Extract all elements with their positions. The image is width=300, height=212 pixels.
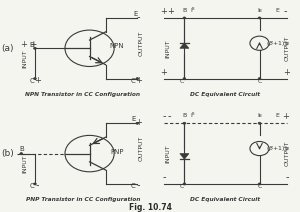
Text: E: E <box>133 11 137 17</box>
Circle shape <box>34 78 36 80</box>
Text: E: E <box>275 8 279 13</box>
Text: C: C <box>30 78 34 84</box>
Text: Iᴮ: Iᴮ <box>190 113 195 118</box>
Text: C: C <box>131 78 136 84</box>
Text: (a): (a) <box>2 44 14 53</box>
Text: OUTPUT: OUTPUT <box>139 136 144 161</box>
Text: -: - <box>168 111 171 121</box>
Text: PNP Transistor in CC Configuration: PNP Transistor in CC Configuration <box>26 197 140 202</box>
Text: INPUT: INPUT <box>23 49 28 68</box>
Text: E: E <box>275 113 279 118</box>
Text: -: - <box>162 172 166 182</box>
Text: +: + <box>160 68 167 77</box>
Text: Fig. 10.74: Fig. 10.74 <box>129 203 171 212</box>
Text: B: B <box>182 113 187 118</box>
Text: -: - <box>36 180 39 190</box>
Text: DC Equivalent Circuit: DC Equivalent Circuit <box>190 197 260 202</box>
Text: -: - <box>162 111 166 121</box>
Text: DC Equivalent Circuit: DC Equivalent Circuit <box>190 92 260 97</box>
Polygon shape <box>180 43 189 48</box>
Text: B: B <box>182 8 187 13</box>
Circle shape <box>258 183 261 185</box>
Polygon shape <box>180 154 189 159</box>
Circle shape <box>136 122 139 124</box>
Text: -: - <box>284 6 287 16</box>
Text: +: + <box>135 118 142 127</box>
Text: C: C <box>257 184 262 189</box>
Text: Iᴇ: Iᴇ <box>257 113 262 118</box>
Text: C: C <box>179 184 184 189</box>
Text: B: B <box>30 42 34 48</box>
Circle shape <box>183 122 186 124</box>
Text: Iᴮ: Iᴮ <box>190 8 195 13</box>
Circle shape <box>20 153 22 155</box>
Text: OUTPUT: OUTPUT <box>284 36 289 61</box>
Text: OUTPUT: OUTPUT <box>284 141 289 166</box>
Text: Iᴇ: Iᴇ <box>257 8 262 13</box>
Text: INPUT: INPUT <box>23 154 28 173</box>
Circle shape <box>136 78 139 80</box>
Circle shape <box>258 17 261 19</box>
Circle shape <box>183 78 186 80</box>
Text: C: C <box>131 183 136 189</box>
Text: INPUT: INPUT <box>166 144 170 163</box>
Text: (b): (b) <box>1 149 14 158</box>
Text: INPUT: INPUT <box>166 39 170 58</box>
Circle shape <box>183 17 186 19</box>
Text: -: - <box>136 12 140 22</box>
Text: OUTPUT: OUTPUT <box>139 31 144 56</box>
Circle shape <box>34 183 36 185</box>
Text: NPN: NPN <box>110 43 124 49</box>
Text: + +: + + <box>21 40 37 49</box>
Text: B: B <box>19 146 24 152</box>
Text: +: + <box>135 76 142 85</box>
Text: ($\beta$+1)I$_B$: ($\beta$+1)I$_B$ <box>266 39 291 48</box>
Text: +: + <box>282 112 289 121</box>
Text: +: + <box>34 76 41 85</box>
Text: ($\beta$+1)I$_B$: ($\beta$+1)I$_B$ <box>266 144 291 153</box>
Text: C: C <box>179 79 184 84</box>
Circle shape <box>183 183 186 185</box>
Text: NPN Transistor in CC Configuration: NPN Transistor in CC Configuration <box>25 92 140 97</box>
Text: +: + <box>167 7 174 16</box>
Circle shape <box>34 47 36 49</box>
Text: C: C <box>257 79 262 84</box>
Text: PNP: PNP <box>110 149 124 155</box>
Circle shape <box>258 122 261 124</box>
Text: +: + <box>284 68 290 77</box>
Text: +: + <box>160 7 167 16</box>
Text: -: - <box>137 180 140 190</box>
Text: C: C <box>30 183 34 189</box>
Circle shape <box>258 78 261 80</box>
Text: -: - <box>285 172 289 182</box>
Text: E: E <box>132 116 136 122</box>
